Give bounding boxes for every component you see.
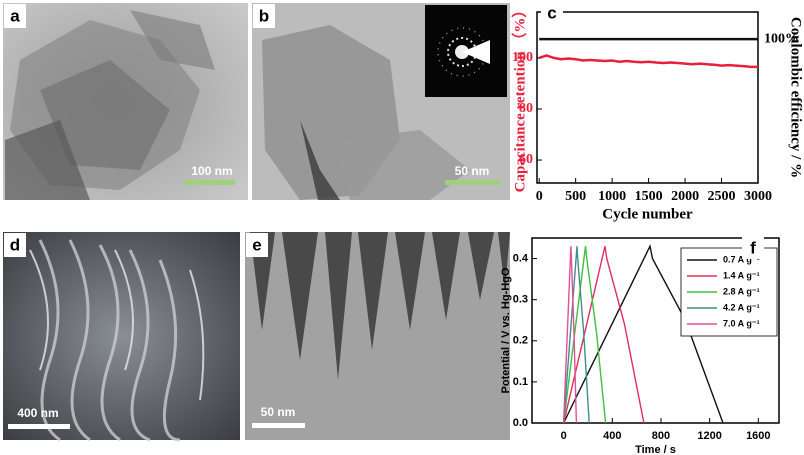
scale-bar-label: 50 nm bbox=[261, 405, 296, 419]
x-tick-label: 0 bbox=[561, 430, 567, 442]
y2-axis-label: Coulombic efficiency / % bbox=[788, 17, 804, 178]
scale-bar-label: 400 nm bbox=[17, 406, 58, 420]
panel-label: d bbox=[10, 235, 20, 254]
nanosheet-array bbox=[250, 232, 510, 380]
sheet bbox=[130, 10, 215, 70]
y-tick-label: 60 bbox=[519, 152, 533, 167]
panel-b: b 50 nm bbox=[252, 3, 510, 200]
y-tick-label: 0.4 bbox=[513, 252, 529, 264]
panel-label-box bbox=[246, 233, 268, 257]
plot-frame bbox=[531, 237, 780, 424]
series-line bbox=[538, 54, 758, 69]
panel-label: c bbox=[547, 3, 556, 22]
sheet bbox=[330, 130, 470, 200]
series-line bbox=[562, 246, 645, 424]
x-tick-label: 1500 bbox=[635, 189, 663, 204]
legend-label: 7.0 A g⁻¹ bbox=[723, 318, 760, 328]
scale-bar bbox=[445, 180, 500, 185]
y-tick-label: 0.2 bbox=[513, 335, 528, 347]
series-line bbox=[562, 246, 607, 424]
sheet-edge bbox=[300, 120, 340, 200]
x-tick-label: 400 bbox=[603, 430, 621, 442]
x-tick-label: 800 bbox=[652, 430, 670, 442]
sheet bbox=[40, 60, 170, 170]
panel-label-box bbox=[4, 4, 26, 28]
y2-tick-label: 100% bbox=[764, 31, 799, 46]
panel-label: b bbox=[259, 6, 269, 25]
panel-label-box bbox=[742, 237, 764, 259]
x-tick-label: 2500 bbox=[708, 189, 736, 204]
nanosheets bbox=[29, 249, 205, 401]
panel-a: a 100 nm bbox=[3, 3, 248, 200]
x-axis-label: Cycle number bbox=[602, 206, 693, 222]
y-axis-label: Capacitance retention （%） bbox=[510, 3, 528, 193]
chart: 0 400 800 1200 1600 0.0 0.1 0.2 0.3 0.4 Time / s Po… bbox=[500, 237, 780, 455]
x-tick-label: 1200 bbox=[697, 430, 721, 442]
panel-e: e 50 nm bbox=[245, 232, 510, 440]
plot-frame bbox=[536, 11, 759, 184]
panel-label-box bbox=[253, 4, 275, 28]
x-tick-label: 1000 bbox=[598, 189, 626, 204]
scale-bar-label: 50 nm bbox=[455, 164, 490, 178]
panel-label: a bbox=[10, 6, 20, 25]
x-tick-label: 2000 bbox=[671, 189, 699, 204]
y-tick-label: 0.3 bbox=[513, 294, 528, 306]
y-tick-label: 0.1 bbox=[513, 376, 528, 388]
x-axis-label: Time / s bbox=[635, 444, 676, 455]
y-tick-label: 0.0 bbox=[513, 417, 528, 429]
y-tick-label: 80 bbox=[519, 101, 533, 116]
panel-label-box bbox=[4, 233, 26, 257]
chart: 0 500 1000 1500 2000 2500 3000 60 80 100 100% Cycle… bbox=[510, 2, 804, 222]
beam-stop bbox=[462, 40, 490, 64]
legend-label: 2.8 A g⁻¹ bbox=[723, 286, 760, 296]
panel-label-box bbox=[541, 2, 563, 24]
scale-bar-label: 100 nm bbox=[191, 164, 232, 178]
panel-label: f bbox=[750, 238, 756, 257]
panel-label: e bbox=[252, 235, 261, 254]
scale-bar bbox=[185, 180, 235, 185]
scale-bar bbox=[8, 424, 70, 429]
panel-d: d 400 nm bbox=[3, 232, 240, 442]
nanosheets bbox=[38, 239, 181, 442]
x-tick-label: 1600 bbox=[746, 430, 770, 442]
legend-label: 1.4 A g⁻¹ bbox=[723, 270, 760, 280]
scale-bar bbox=[252, 423, 305, 428]
series-line bbox=[562, 246, 578, 424]
y-tick-label: 100 bbox=[512, 50, 533, 65]
legend-label: 4.2 A g⁻¹ bbox=[723, 302, 760, 312]
x-tick-label: 0 bbox=[536, 189, 543, 204]
x-tick-label: 3000 bbox=[744, 189, 772, 204]
x-tick-label: 500 bbox=[565, 189, 586, 204]
sheet bbox=[5, 120, 90, 200]
y-axis-label: Potential / V vs. Hg-HgO bbox=[500, 267, 512, 393]
legend-label: 0.7 A g⁻¹ bbox=[723, 254, 760, 264]
series-line bbox=[562, 244, 724, 424]
